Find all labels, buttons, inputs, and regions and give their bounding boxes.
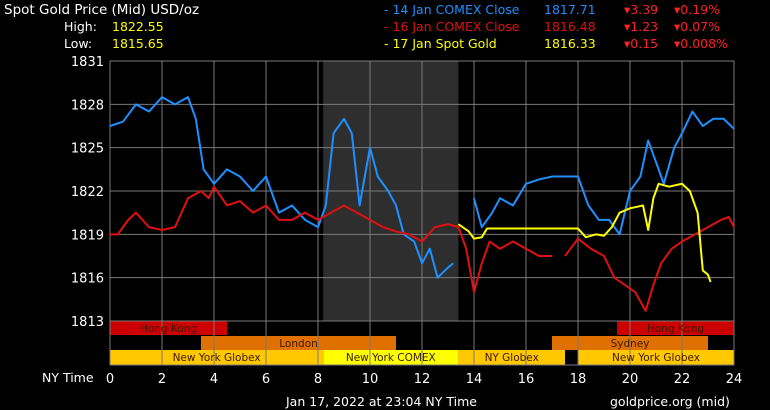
x-tick-label: 6 [262,372,270,387]
y-tick-label: 1819 [71,228,104,243]
x-tick-label: 10 [362,372,379,387]
x-tick-label: 16 [518,372,535,387]
session-label: Sydney [611,338,650,350]
x-tick-label: 0 [106,372,114,387]
y-tick-label: 1813 [71,315,104,330]
x-tick-label: 22 [674,372,691,387]
session-label: New York Globex [173,352,261,364]
x-tick-label: 18 [570,372,587,387]
legend-label: - 16 Jan COMEX Close [384,19,520,34]
session-label: New York COMEX [346,352,436,364]
legend-pct: ▾0.008% [674,36,728,51]
source-label: goldprice.org (mid) [610,394,730,409]
x-tick-label: 20 [622,372,639,387]
x-axis-label: NY Time [42,370,94,385]
session-bar [578,350,734,365]
session-label: NY Globex [485,352,539,364]
legend-chg: ▾0.15 [624,36,659,51]
high-value: 1822.55 [112,19,164,34]
high-label: High: [64,19,97,34]
session-label: London [279,338,318,350]
session-label: Hong Kong [140,323,197,335]
session-bar [110,350,324,365]
x-tick-label: 14 [466,372,483,387]
series-line [110,185,552,294]
y-tick-label: 1825 [71,142,104,157]
y-tick-label: 1828 [71,98,104,113]
legend-label: - 14 Jan COMEX Close [384,2,520,17]
x-tick-label: 8 [314,372,322,387]
session-bar [201,336,396,350]
legend-pct: ▾0.19% [674,2,720,17]
legend-price: 1816.33 [544,36,596,51]
plot-border [109,60,735,366]
x-tick-label: 12 [414,372,431,387]
chart-title: Spot Gold Price (Mid) USD/oz [4,2,200,18]
series-line [457,182,712,283]
low-value: 1815.65 [112,36,164,51]
legend-label: - 17 Jan Spot Gold [384,36,497,51]
session-bar [458,350,565,365]
series-line [109,96,454,279]
legend-price: 1817.71 [544,2,596,17]
session-bar [617,321,734,335]
y-tick-label: 1816 [71,272,104,287]
x-tick-label: 2 [158,372,166,387]
y-tick-label: 1822 [71,185,104,200]
x-tick-label: 24 [726,372,743,387]
series-line [473,110,735,236]
session-label: New York Globex [612,352,700,364]
legend-chg: ▾3.39 [624,2,659,17]
x-tick-label: 4 [210,372,218,387]
timestamp: Jan 17, 2022 at 23:04 NY Time [286,394,477,409]
legend-price: 1816.48 [544,19,596,34]
series-line [564,216,735,312]
session-bar [323,350,459,365]
legend-chg: ▾1.23 [624,19,659,34]
y-tick-label: 1831 [71,55,104,70]
legend-pct: ▾0.07% [674,19,720,34]
low-label: Low: [64,36,93,51]
session-label: Hong Kong [647,323,704,335]
session-bar [110,321,227,335]
